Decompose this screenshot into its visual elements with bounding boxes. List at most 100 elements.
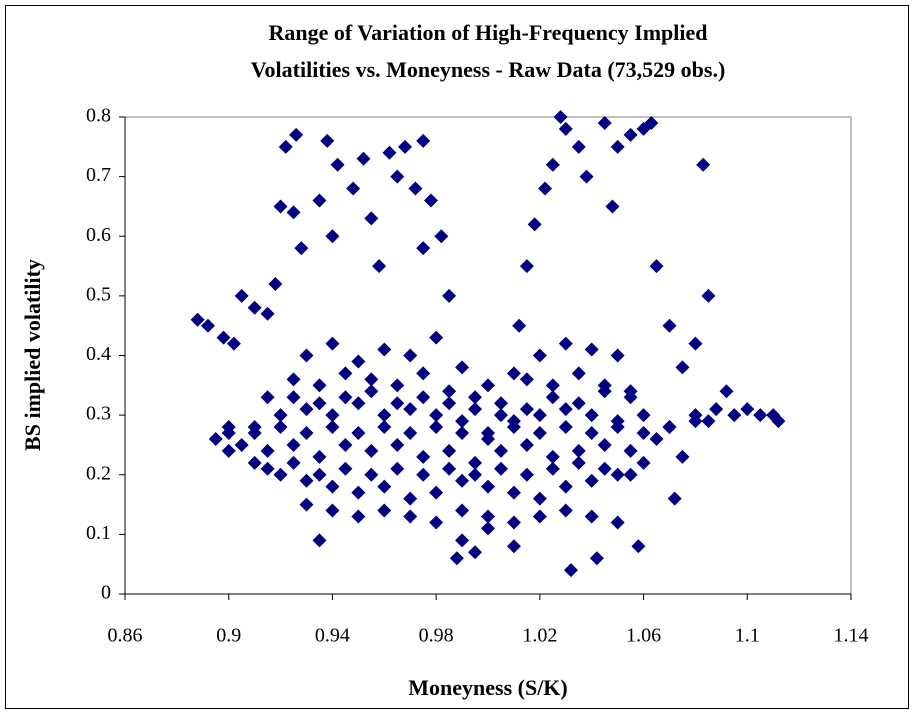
scatter-point bbox=[429, 408, 444, 423]
scatter-point bbox=[403, 402, 418, 417]
scatter-point bbox=[299, 497, 314, 512]
scatter-point bbox=[584, 509, 599, 524]
scatter-point bbox=[519, 372, 534, 387]
scatter-point bbox=[226, 336, 241, 351]
scatter-point bbox=[286, 390, 301, 405]
scatter-point bbox=[351, 485, 366, 500]
scatter-point bbox=[372, 259, 387, 274]
scatter-point bbox=[390, 396, 405, 411]
scatter-point bbox=[532, 509, 547, 524]
scatter-point bbox=[519, 259, 534, 274]
scatter-point bbox=[597, 384, 612, 399]
x-tick-label: 0.9 bbox=[216, 625, 241, 647]
scatter-point bbox=[286, 205, 301, 220]
scatter-point bbox=[527, 217, 542, 232]
x-tick-label: 0.94 bbox=[315, 625, 350, 647]
scatter-point bbox=[312, 193, 327, 208]
scatter-point bbox=[286, 455, 301, 470]
x-tick-label: 0.86 bbox=[108, 625, 143, 647]
scatter-point bbox=[662, 420, 677, 435]
scatter-point bbox=[351, 354, 366, 369]
scatter-point bbox=[558, 402, 573, 417]
scatter-point bbox=[260, 306, 275, 321]
scatter-point bbox=[325, 420, 340, 435]
scatter-point bbox=[273, 467, 288, 482]
scatter-point bbox=[584, 426, 599, 441]
scatter-point bbox=[532, 426, 547, 441]
scatter-point bbox=[571, 396, 586, 411]
scatter-point bbox=[299, 426, 314, 441]
scatter-point bbox=[532, 408, 547, 423]
scatter-point bbox=[442, 396, 457, 411]
scatter-point bbox=[351, 509, 366, 524]
scatter-point bbox=[260, 443, 275, 458]
scatter-point bbox=[545, 157, 560, 172]
scatter-point bbox=[403, 491, 418, 506]
scatter-point bbox=[351, 426, 366, 441]
scatter-point bbox=[512, 318, 527, 333]
scatter-point bbox=[377, 503, 392, 518]
y-tick-label: 0.4 bbox=[86, 343, 111, 365]
scatter-point bbox=[558, 479, 573, 494]
scatter-point bbox=[299, 348, 314, 363]
scatter-point bbox=[442, 461, 457, 476]
scatter-point bbox=[545, 449, 560, 464]
scatter-point bbox=[273, 420, 288, 435]
scatter-point bbox=[299, 402, 314, 417]
scatter-point bbox=[631, 539, 646, 554]
scatter-point bbox=[468, 455, 483, 470]
scatter-point bbox=[481, 521, 495, 536]
scatter-point bbox=[234, 437, 249, 452]
scatter-point bbox=[216, 330, 231, 345]
scatter-point bbox=[571, 443, 586, 458]
scatter-point bbox=[610, 348, 625, 363]
scatter-point bbox=[434, 229, 449, 244]
scatter-point bbox=[571, 455, 586, 470]
scatter-point bbox=[200, 318, 215, 333]
scatter-point bbox=[481, 378, 495, 393]
scatter-point bbox=[190, 312, 205, 327]
scatter-point bbox=[247, 455, 262, 470]
scatter-point bbox=[623, 127, 638, 142]
scatter-point bbox=[377, 420, 392, 435]
scatter-point bbox=[364, 443, 379, 458]
scatter-point bbox=[234, 288, 249, 303]
x-tick-label: 1.14 bbox=[834, 625, 869, 647]
scatter-point bbox=[351, 396, 366, 411]
y-tick-label: 0.5 bbox=[86, 283, 111, 305]
scatter-point bbox=[558, 121, 573, 136]
x-tick-label: 1.1 bbox=[735, 625, 760, 647]
scatter-point bbox=[545, 378, 560, 393]
scatter-point bbox=[247, 300, 262, 315]
scatter-point bbox=[493, 443, 508, 458]
scatter-point bbox=[727, 408, 742, 423]
scatter-point bbox=[390, 169, 405, 184]
scatter-point bbox=[468, 467, 483, 482]
scatter-point bbox=[273, 199, 288, 214]
scatter-point bbox=[390, 437, 405, 452]
y-tick-label: 0.6 bbox=[86, 224, 111, 246]
scatter-point bbox=[623, 443, 638, 458]
scatter-point bbox=[644, 115, 659, 130]
scatter-point bbox=[390, 461, 405, 476]
scatter-point bbox=[221, 420, 236, 435]
scatter-point bbox=[636, 408, 651, 423]
scatter-point bbox=[442, 288, 457, 303]
scatter-point bbox=[584, 473, 599, 488]
scatter-point bbox=[493, 396, 508, 411]
scatter-point bbox=[558, 420, 573, 435]
scatter-point bbox=[221, 443, 236, 458]
scatter-point bbox=[696, 157, 711, 172]
scatter-point bbox=[429, 515, 444, 530]
y-axis-label: BS implied volatility bbox=[20, 259, 45, 451]
scatter-point bbox=[338, 366, 353, 381]
scatter-point bbox=[390, 378, 405, 393]
scatter-point bbox=[468, 390, 483, 405]
scatter-point bbox=[442, 443, 457, 458]
scatter-point bbox=[364, 384, 379, 399]
scatter-point bbox=[675, 449, 690, 464]
scatter-point bbox=[468, 545, 483, 560]
scatter-point bbox=[278, 139, 293, 154]
y-tick-label: 0.7 bbox=[86, 164, 111, 186]
